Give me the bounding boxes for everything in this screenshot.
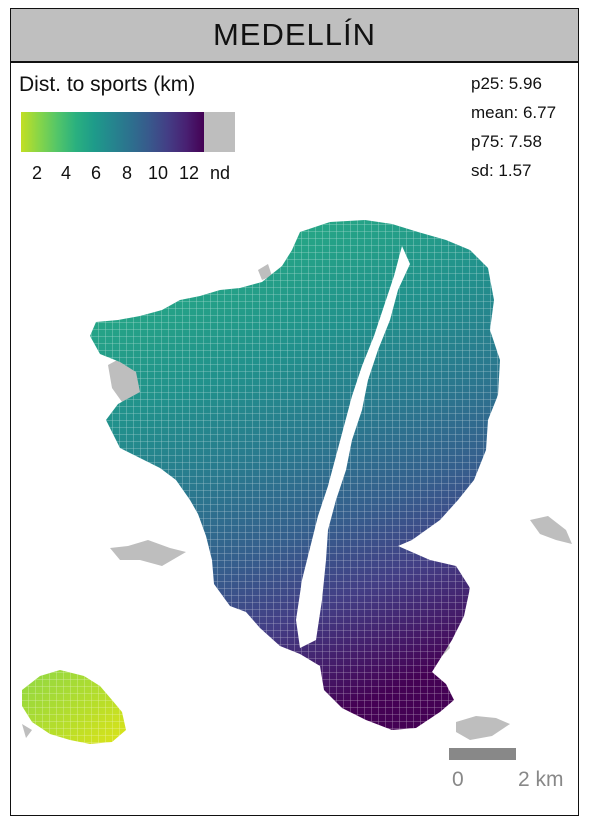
legend-tick: 6 — [90, 163, 102, 183]
rural-district-grid — [22, 670, 126, 744]
map-title: MEDELLÍN — [212, 17, 377, 52]
legend-tick: 12 — [178, 163, 200, 183]
city-street-grid — [90, 220, 500, 730]
map-frame: MEDELLÍN Dist. to sports (km) 2 4 6 8 10… — [10, 8, 579, 816]
nodata-area-west-fringe — [110, 540, 186, 566]
scale-bar — [449, 748, 516, 760]
scale-label-end: 2 km — [518, 768, 564, 791]
nodata-area-rural — [22, 724, 32, 738]
legend-tick: 2 — [31, 163, 43, 183]
nodata-area-east — [530, 516, 572, 544]
nodata-area-southeast — [456, 716, 510, 740]
legend-tick: 10 — [147, 163, 169, 183]
stats-panel: p25: 5.96 mean: 6.77 p75: 7.58 sd: 1.57 — [471, 69, 556, 185]
stat-mean: mean: 6.77 — [471, 103, 557, 122]
stat-sd: sd: 1.57 — [471, 161, 532, 180]
legend-nodata-swatch — [204, 112, 235, 152]
stat-p75: p75: 7.58 — [471, 132, 542, 151]
title-bar: MEDELLÍN — [11, 9, 578, 63]
scale-label-start: 0 — [452, 768, 464, 791]
legend-tick: 4 — [60, 163, 72, 183]
legend-tick: 8 — [121, 163, 133, 183]
stat-p25: p25: 5.96 — [471, 74, 542, 93]
nodata-area-north — [258, 264, 272, 280]
legend-title: Dist. to sports (km) — [19, 73, 196, 96]
legend-tick: nd — [209, 163, 231, 183]
legend-color-scale — [21, 112, 204, 152]
